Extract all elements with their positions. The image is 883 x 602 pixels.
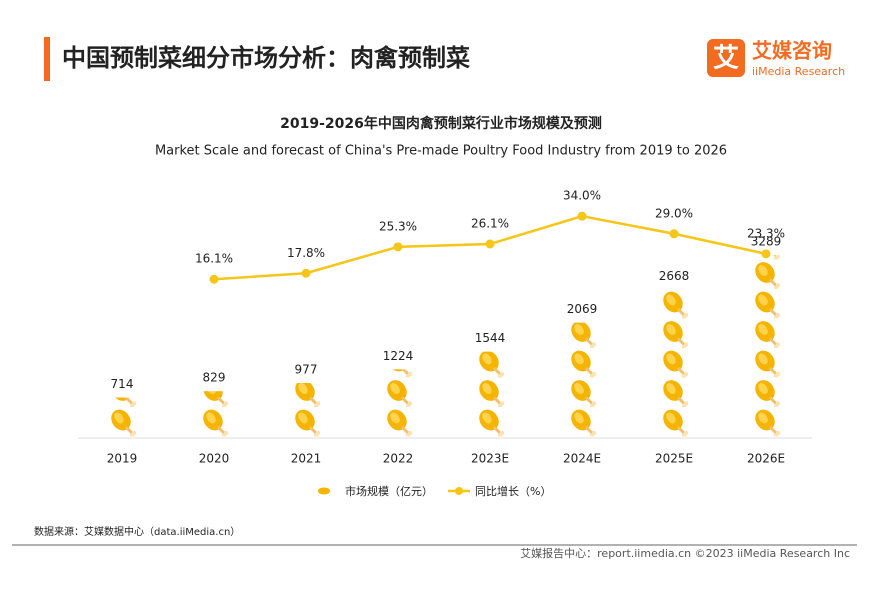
logo-box xyxy=(707,39,745,77)
logo-mark: 艾 xyxy=(713,44,739,74)
bar-label: 1224 xyxy=(383,349,414,363)
pictograph-bar xyxy=(565,322,605,437)
legend-swatch xyxy=(318,487,330,495)
x-tick-label: 2021 xyxy=(291,452,322,466)
x-tick-label: 2024E xyxy=(563,452,601,466)
bar-label: 714 xyxy=(111,377,134,391)
bar-label: 2069 xyxy=(567,302,598,316)
x-tick-label: 2026E xyxy=(747,452,785,466)
copyright: 艾媒报告中心：report.iimedia.cn ©2023 iiMedia R… xyxy=(520,546,850,560)
pictograph-bar xyxy=(657,289,697,437)
growth-label: 23.3% xyxy=(747,226,785,240)
growth-label: 34.0% xyxy=(563,189,601,203)
x-tick-label: 2022 xyxy=(383,452,414,466)
pictograph-bar xyxy=(749,255,789,437)
growth-point xyxy=(761,249,771,259)
x-tick-label: 2019 xyxy=(107,452,138,466)
x-tick-label: 2025E xyxy=(655,452,693,466)
growth-label: 25.3% xyxy=(379,219,417,233)
growth-point xyxy=(301,268,311,278)
pictograph-bar xyxy=(197,391,237,437)
legend-label: 同比增长（%） xyxy=(475,484,551,498)
growth-point xyxy=(485,239,495,249)
growth-point xyxy=(209,274,219,284)
chart-title: 2019-2026年中国肉禽预制菜行业市场规模及预测 xyxy=(280,115,602,132)
pictograph-bar xyxy=(473,351,513,437)
bar-label: 3289 xyxy=(751,235,782,249)
growth-label: 16.1% xyxy=(195,252,233,266)
pictograph-bar xyxy=(289,382,329,437)
legend-label: 市场规模（亿元） xyxy=(345,484,433,498)
x-tick-label: 2023E xyxy=(471,452,509,466)
source: 数据来源：艾媒数据中心（data.iiMedia.cn） xyxy=(34,525,240,538)
growth-point xyxy=(393,242,403,252)
title-accent xyxy=(44,37,50,81)
growth-label: 17.8% xyxy=(287,246,325,260)
x-tick-label: 2020 xyxy=(199,452,230,466)
chart-subtitle: Market Scale and forecast of China's Pre… xyxy=(155,144,727,159)
growth-label: 26.1% xyxy=(471,216,509,230)
bar-label: 977 xyxy=(295,362,318,376)
pictograph-bar xyxy=(381,369,421,437)
growth-label: 29.0% xyxy=(655,206,693,220)
pictograph-bar xyxy=(105,397,145,437)
page-title: 中国预制菜细分市场分析：肉禽预制菜 xyxy=(62,44,470,72)
bar-label: 1544 xyxy=(475,331,506,345)
legend-dot xyxy=(455,487,463,495)
bar-label: 829 xyxy=(203,371,226,385)
logo-sub: iiMedia Research xyxy=(752,65,845,78)
growth-point xyxy=(577,211,587,221)
bar-label: 2668 xyxy=(659,269,690,283)
growth-point xyxy=(669,229,679,239)
logo-name: 艾媒咨询 xyxy=(752,39,832,63)
